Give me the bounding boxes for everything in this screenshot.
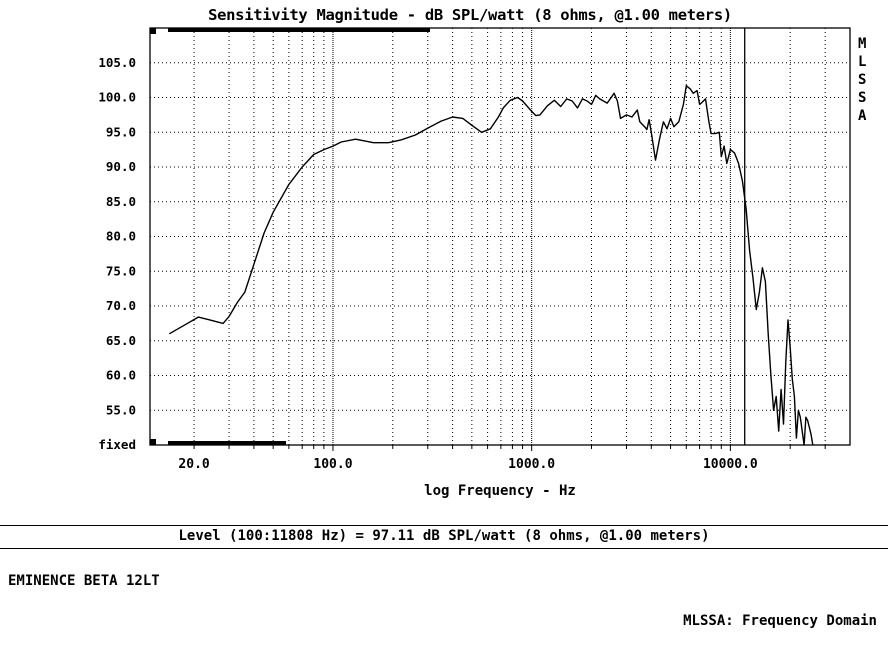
y-tick-label: 85.0 [106,194,136,209]
y-tick-label: fixed [98,437,136,452]
side-letter: S [858,72,866,88]
plot-frame [149,27,851,446]
side-letter: M [858,36,866,52]
top-range-bar [168,28,430,32]
series-group [168,85,814,446]
x-tick-label: 1000.0 [508,457,555,472]
level-readout: Level (100:11808 Hz) = 97.11 dB SPL/watt… [178,528,710,544]
corner-handle-top [150,28,156,34]
x-axis: 20.0 100.0 1000.0 10000.0 [178,445,826,472]
y-tick-label: 70.0 [106,298,136,313]
x-axis-label: log Frequency - Hz [424,483,576,499]
bottom-range-bar [168,441,286,445]
x-tick-label: 20.0 [178,457,209,472]
divider-top [0,525,888,526]
y-tick-label: 90.0 [106,159,136,174]
divider-bottom [0,548,888,549]
side-letter: L [858,54,866,70]
side-letter: A [858,108,867,124]
y-tick-label: 105.0 [98,55,136,70]
y-tick-label: 80.0 [106,229,136,244]
mode-label: MLSSA: Frequency Domain [683,613,877,629]
plot-border [149,27,851,446]
side-label: MLSSA [858,36,867,124]
x-tick-label: 10000.0 [703,457,758,472]
y-tick-label: 55.0 [106,402,136,417]
chart-title: Sensitivity Magnitude - dB SPL/watt (8 o… [208,6,732,24]
side-letter: S [858,90,866,106]
series-line [168,85,814,446]
corner-handle-bottom [150,439,156,445]
grid [150,28,850,445]
y-axis: fixed 55.0 60.0 65.0 70.0 75.0 80.0 85.0 90.0 95.… [98,55,136,452]
y-tick-label: 75.0 [106,263,136,278]
y-tick-label: 100.0 [98,90,136,105]
y-tick-label: 65.0 [106,333,136,348]
y-tick-label: 60.0 [106,368,136,383]
device-name: EMINENCE BETA 12LT [8,573,160,589]
x-tick-label: 100.0 [313,457,352,472]
y-tick-label: 95.0 [106,124,136,139]
